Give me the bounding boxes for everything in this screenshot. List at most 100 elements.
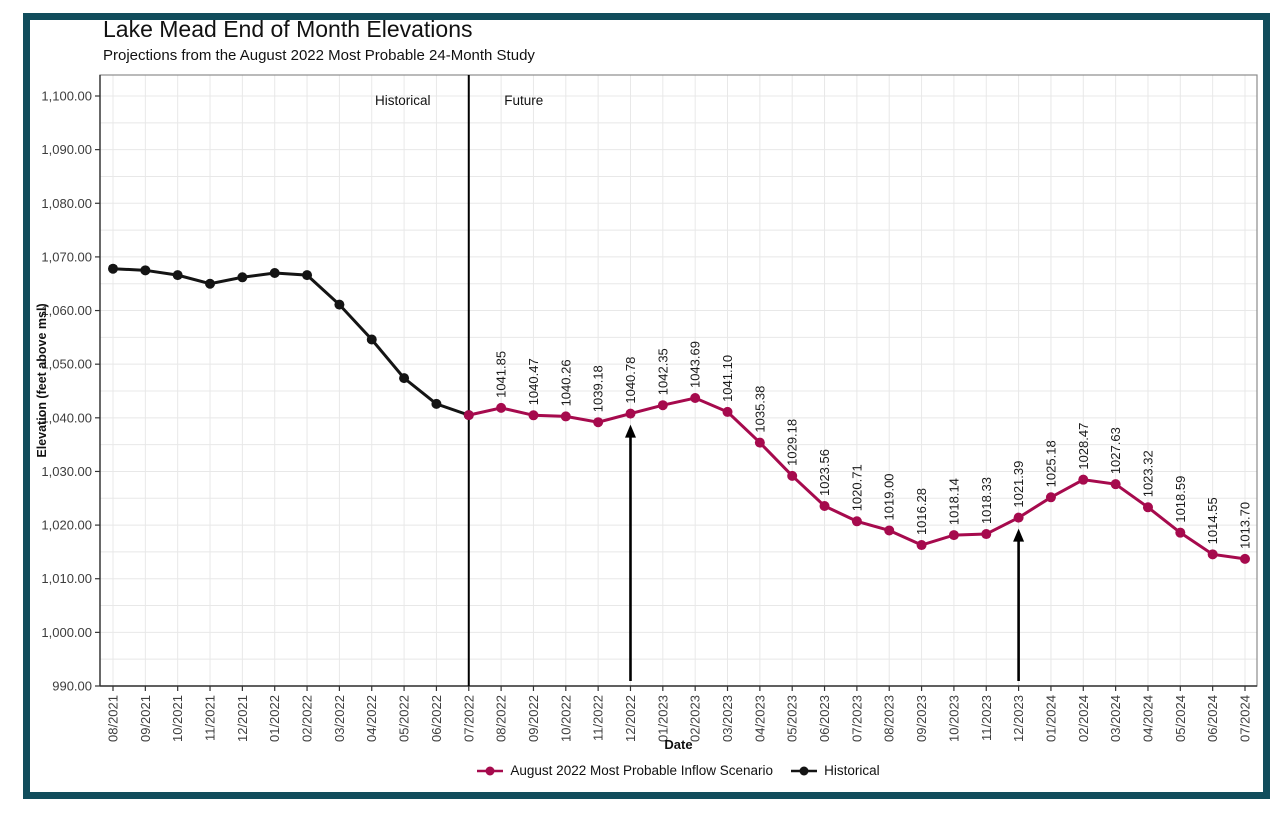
y-tick-label: 1,080.00 [41,196,92,211]
x-tick-label: 07/2022 [461,695,476,742]
data-point [1013,512,1024,523]
x-tick-label: 10/2022 [558,695,573,742]
x-tick-label: 05/2024 [1173,695,1188,742]
y-tick-label: 990.00 [52,679,92,694]
data-label: 1039.18 [591,365,606,412]
x-axis-title: Date [664,737,692,752]
data-point [528,410,539,421]
data-label: 1013.70 [1238,502,1253,549]
data-label: 1018.33 [979,477,994,524]
data-point [819,500,830,511]
legend-label-scenario: August 2022 Most Probable Inflow Scenari… [510,763,774,778]
x-tick-label: 02/2024 [1076,695,1091,742]
data-point [108,263,118,274]
data-label: 1023.56 [817,449,832,496]
data-point [981,529,992,540]
x-tick-label: 08/2022 [494,695,509,742]
data-point [754,437,765,448]
data-point [916,540,927,551]
y-axis-title: Elevation (feet above msl) [35,303,49,457]
x-tick-label: 01/2022 [267,695,282,742]
legend-label-historical: Historical [824,763,880,778]
data-point [334,299,345,310]
data-label: 1040.78 [623,357,638,404]
data-point [205,278,216,289]
y-tick-label: 1,100.00 [41,89,92,104]
data-label: 1041.10 [720,355,735,402]
section-label-historical: Historical [375,93,431,108]
x-tick-label: 11/2023 [979,695,994,741]
data-label: 1018.59 [1173,476,1188,523]
data-label: 1027.63 [1108,427,1123,474]
data-point [851,516,862,527]
x-tick-label: 02/2022 [300,695,315,742]
data-label: 1025.18 [1043,440,1058,487]
data-point [1045,492,1056,503]
data-point [593,417,604,428]
data-point [690,393,701,404]
x-tick-label: 04/2023 [752,695,767,742]
y-tick-label: 1,060.00 [41,303,92,318]
scenario-series-marker [477,765,504,777]
x-tick-label: 10/2021 [170,695,185,742]
data-point [399,373,410,384]
x-tick-label: 12/2021 [235,695,250,742]
y-tick-label: 1,020.00 [41,518,92,533]
y-tick-label: 1,040.00 [41,410,92,425]
series-line-historical [112,267,470,417]
data-point [884,525,895,536]
data-point [722,406,733,417]
data-label: 1019.00 [882,473,897,520]
data-point [560,411,571,422]
x-tick-label: 03/2023 [720,695,735,742]
data-point [140,265,151,276]
data-label: 1021.39 [1011,461,1026,508]
data-point [237,272,248,283]
x-tick-label: 05/2023 [785,695,800,742]
x-tick-label: 04/2022 [364,695,379,742]
data-label: 1029.18 [785,419,800,466]
data-label: 1042.35 [655,348,670,395]
data-label: 1043.69 [688,341,703,388]
y-tick-label: 1,050.00 [41,357,92,372]
data-point [431,398,442,409]
data-label: 1040.47 [526,358,541,405]
annotation-arrow-head [624,424,636,438]
x-tick-label: 11/2021 [203,695,218,741]
x-tick-label: 03/2022 [332,695,347,742]
x-tick-label: 04/2024 [1140,695,1155,742]
data-point [1142,502,1153,513]
x-tick-label: 06/2022 [429,695,444,742]
y-tick-label: 1,000.00 [41,625,92,640]
x-tick-label: 02/2023 [688,695,703,742]
x-tick-label: 09/2021 [138,695,153,742]
data-point [302,270,313,281]
frame [23,13,1270,799]
data-label: 1028.47 [1076,423,1091,470]
data-point [1078,474,1089,485]
x-tick-label: 06/2024 [1205,695,1220,742]
x-tick-label: 12/2023 [1011,695,1026,742]
data-label: 1018.14 [946,478,961,525]
data-label: 1040.26 [558,359,573,406]
data-point [1110,479,1121,490]
chart-subtitle: Projections from the August 2022 Most Pr… [103,47,535,64]
x-tick-label: 05/2022 [397,695,412,742]
x-tick-label: 08/2023 [882,695,897,742]
x-tick-label: 06/2023 [817,695,832,742]
data-point [625,408,636,419]
x-tick-label: 09/2023 [914,695,929,742]
x-tick-label: 07/2023 [849,695,864,742]
data-point [496,402,507,413]
data-point [463,410,474,421]
chart-title: Lake Mead End of Month Elevations [103,16,473,42]
data-label: 1041.85 [494,351,509,398]
data-label: 1020.71 [849,464,864,511]
x-tick-label: 08/2021 [106,695,121,742]
x-tick-label: 10/2023 [946,695,961,742]
data-point [948,530,959,541]
chart-legend: August 2022 Most Probable Inflow Scenari… [100,763,1257,778]
data-point [269,268,280,278]
